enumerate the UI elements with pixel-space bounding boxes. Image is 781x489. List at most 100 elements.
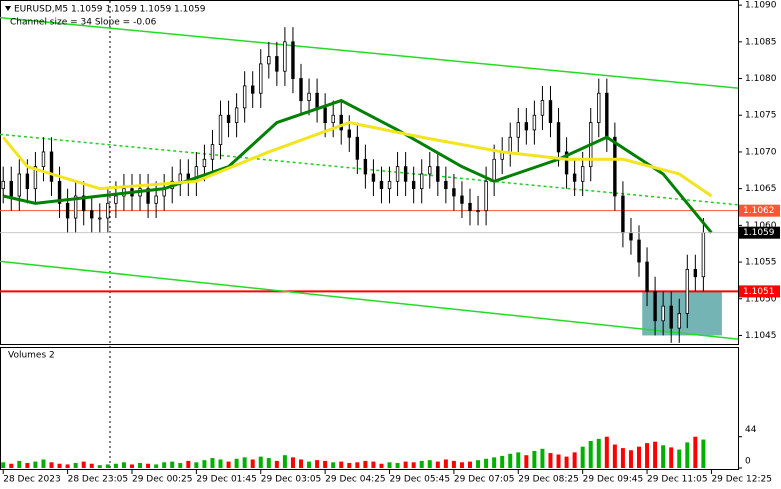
volume-bar	[226, 461, 231, 468]
candle-body	[307, 92, 311, 101]
volume-bar	[194, 462, 199, 468]
y-tick-label: 1.1080	[745, 74, 777, 84]
subheader: Channel size = 34 Slope = -0.06	[10, 18, 157, 28]
volume-bar	[532, 450, 537, 468]
candle-body	[226, 114, 231, 123]
level-box	[739, 204, 780, 217]
x-tick-label: 28 Dec 2023	[3, 475, 61, 485]
volume-bar	[540, 448, 545, 468]
volume-bar	[138, 463, 143, 468]
volume-bar	[57, 463, 62, 468]
x-tick-label: 29 Dec 12:25	[711, 475, 772, 485]
volume-bar	[387, 462, 392, 468]
candle-body	[339, 114, 343, 131]
candle-body	[524, 122, 529, 131]
volume-bar	[331, 462, 336, 468]
volume-bar	[500, 455, 505, 468]
volume-bar	[298, 459, 303, 468]
candle-body	[210, 144, 215, 160]
candle-body	[597, 92, 601, 123]
candle-body	[395, 166, 400, 182]
volume-bar	[435, 461, 440, 468]
candle-body	[315, 92, 319, 109]
candle-body	[556, 122, 561, 153]
volume-title: Volumes 2	[8, 351, 55, 361]
volume-bar	[89, 463, 94, 468]
candle-body	[73, 195, 78, 219]
candle-body	[605, 92, 609, 138]
volume-bar	[548, 453, 553, 468]
volume-bar	[202, 460, 207, 468]
candle-body	[387, 180, 392, 190]
volume-bar	[596, 438, 601, 468]
volume-bar	[73, 463, 78, 468]
candle-body	[178, 173, 182, 182]
volume-bar	[105, 464, 110, 468]
volume-bar	[564, 456, 569, 468]
marks	[0, 16, 739, 468]
candle-body	[403, 166, 408, 182]
volume-bar	[339, 461, 344, 468]
candle-body	[613, 136, 617, 197]
volume-bar	[363, 460, 368, 468]
candle-body	[41, 151, 46, 168]
volume-bar	[49, 462, 54, 468]
y-tick-label: 1.1090	[745, 1, 777, 11]
volume-bar	[524, 455, 529, 468]
price-panel	[0, 0, 739, 345]
y-tick-label: 1.1085	[745, 37, 777, 47]
y-tick-label: 1.1060	[745, 221, 777, 231]
y-tick-label: 1.1050	[745, 294, 777, 304]
candle-body	[98, 217, 102, 220]
candle-body	[701, 232, 706, 278]
volume-bar	[323, 460, 328, 468]
volume-bar	[355, 462, 360, 468]
volume-bar	[395, 463, 400, 468]
candle-body	[49, 151, 54, 182]
candle-body	[420, 173, 424, 190]
volume-bar	[379, 463, 384, 468]
candle-body	[460, 195, 464, 204]
volume-bar	[443, 459, 448, 468]
volume-bar	[162, 462, 167, 468]
volume-bar	[661, 445, 666, 468]
candle-body	[548, 100, 553, 123]
volume-bar	[628, 450, 633, 468]
volume-bar	[516, 452, 521, 468]
volume-bar	[669, 447, 674, 468]
volume-bar	[685, 442, 690, 468]
volume-bar	[484, 458, 489, 468]
candle-body	[436, 166, 440, 182]
volume-bar	[427, 460, 432, 468]
volume-bar	[677, 449, 682, 468]
volume-bar	[178, 463, 183, 468]
candle-body	[1, 180, 5, 190]
volume-bar	[25, 463, 30, 468]
x-tick-label: 29 Dec 11:05	[647, 475, 708, 485]
candle-body	[251, 85, 255, 94]
volume-bar	[315, 460, 320, 468]
volume-bar	[218, 459, 223, 468]
volume-bar	[1, 462, 6, 468]
candle-body	[371, 173, 376, 182]
candle-body	[347, 129, 351, 138]
y-tick-label: 1.1055	[745, 258, 777, 268]
volume-bar	[65, 464, 70, 468]
y-tick-label: 1.1065	[745, 184, 777, 194]
candle-body	[65, 202, 70, 219]
volume-bar	[186, 460, 191, 468]
volume-bar	[17, 460, 22, 468]
trendline	[0, 16, 739, 89]
candle-body	[484, 180, 488, 212]
candle-body	[508, 136, 512, 153]
volume-bar	[258, 456, 263, 468]
volume-bar	[403, 461, 408, 468]
volume-bar	[347, 463, 352, 468]
candle-body	[452, 188, 456, 197]
x-tick-label: 29 Dec 05:45	[390, 475, 451, 485]
volume-bar	[411, 462, 416, 468]
volume-bar	[146, 463, 151, 468]
candle-body	[299, 78, 303, 101]
candle-body	[532, 114, 537, 131]
